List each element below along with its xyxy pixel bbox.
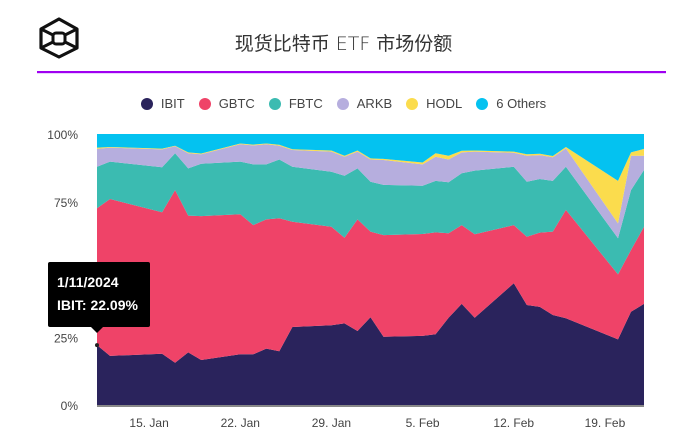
- legend-marker: [198, 97, 211, 110]
- legend-marker: [140, 97, 153, 110]
- chart-tooltip: 1/11/2024 IBIT: 22.09%: [48, 262, 150, 333]
- legend-marker: [268, 97, 281, 110]
- y-tick-label: 100%: [47, 128, 78, 142]
- legend-item-hodl[interactable]: HODL: [406, 96, 462, 111]
- area-fbtc: [97, 153, 644, 275]
- area-6-others: [97, 134, 644, 181]
- tooltip-date: 1/11/2024: [57, 274, 119, 290]
- hover-point: [95, 343, 99, 348]
- x-tick-label: 22. Jan: [221, 416, 260, 430]
- legend-item-6-others[interactable]: 6 Others: [476, 96, 546, 111]
- y-tick-label: 25%: [54, 331, 78, 345]
- legend-label: IBIT: [160, 96, 185, 111]
- area-arkb: [97, 144, 644, 239]
- x-tick-label: 19. Feb: [585, 416, 626, 430]
- x-tick-label: 5. Feb: [406, 416, 440, 430]
- area-gbtc: [97, 190, 644, 363]
- header-divider: [37, 71, 666, 73]
- x-tick-label: 15. Jan: [129, 416, 168, 430]
- x-tick-label: 29. Jan: [312, 416, 351, 430]
- legend-label: FBTC: [288, 96, 323, 111]
- legend-label: GBTC: [218, 96, 255, 111]
- legend-marker: [476, 97, 489, 110]
- y-tick-label: 0%: [61, 399, 79, 413]
- legend-label: ARKB: [356, 96, 393, 111]
- y-tick-label: 75%: [54, 196, 78, 210]
- legend-item-arkb[interactable]: ARKB: [336, 96, 393, 111]
- tooltip-value: IBIT: 22.09%: [57, 297, 138, 313]
- legend-item-gbtc[interactable]: GBTC: [198, 96, 255, 111]
- legend-label: HODL: [426, 96, 463, 111]
- legend-item-fbtc[interactable]: FBTC: [268, 96, 323, 111]
- cube-logo-icon: [39, 17, 79, 59]
- legend-marker: [336, 97, 349, 110]
- area-ibit: [97, 283, 644, 405]
- x-tick-label: 12. Feb: [493, 416, 534, 430]
- legend-item-ibit[interactable]: IBIT: [140, 96, 185, 111]
- page-title: 现货比特币 ETF 市场份额: [234, 33, 453, 55]
- area-hodl: [97, 143, 644, 224]
- chart-legend: IBIT GBTC FBTC ARKB HODL 6 Others: [0, 96, 687, 111]
- legend-label: 6 Others: [496, 96, 547, 111]
- header-divider-shadow: [37, 73, 666, 74]
- legend-marker: [406, 97, 419, 110]
